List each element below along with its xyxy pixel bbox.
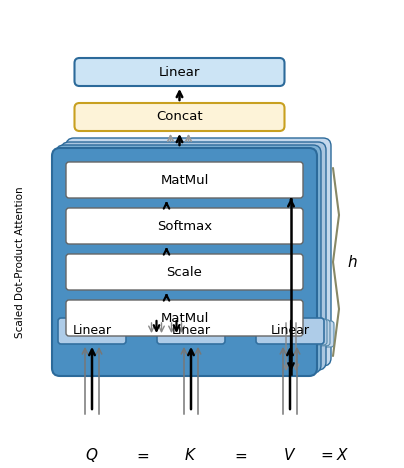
FancyBboxPatch shape bbox=[66, 300, 303, 336]
FancyBboxPatch shape bbox=[157, 318, 225, 344]
Text: Linear: Linear bbox=[172, 324, 210, 337]
FancyBboxPatch shape bbox=[74, 58, 284, 86]
Text: MatMul: MatMul bbox=[160, 312, 209, 324]
FancyBboxPatch shape bbox=[262, 320, 330, 346]
FancyBboxPatch shape bbox=[61, 142, 326, 370]
FancyBboxPatch shape bbox=[160, 319, 228, 345]
Text: $\mathit{h}$: $\mathit{h}$ bbox=[347, 254, 358, 270]
FancyBboxPatch shape bbox=[58, 318, 126, 344]
Text: Concat: Concat bbox=[156, 110, 203, 124]
FancyBboxPatch shape bbox=[74, 103, 284, 131]
FancyBboxPatch shape bbox=[61, 319, 129, 345]
FancyBboxPatch shape bbox=[68, 321, 136, 347]
Text: $= \mathit{X}$: $= \mathit{X}$ bbox=[318, 447, 350, 463]
FancyBboxPatch shape bbox=[167, 321, 235, 347]
Text: Linear: Linear bbox=[271, 324, 309, 337]
FancyBboxPatch shape bbox=[66, 208, 303, 244]
Text: $\mathit{V}$: $\mathit{V}$ bbox=[283, 447, 297, 463]
FancyBboxPatch shape bbox=[66, 254, 303, 290]
FancyBboxPatch shape bbox=[266, 321, 334, 347]
FancyBboxPatch shape bbox=[66, 162, 303, 198]
Text: $\mathit{Q}$: $\mathit{Q}$ bbox=[85, 446, 99, 464]
Text: $\mathit{K}$: $\mathit{K}$ bbox=[185, 447, 198, 463]
FancyBboxPatch shape bbox=[64, 320, 132, 346]
Text: MatMul: MatMul bbox=[160, 174, 209, 187]
Text: Scaled Dot-Product Attention: Scaled Dot-Product Attention bbox=[15, 186, 25, 338]
Text: $=$: $=$ bbox=[232, 447, 248, 462]
Text: Scale: Scale bbox=[166, 265, 202, 278]
FancyBboxPatch shape bbox=[259, 319, 327, 345]
FancyBboxPatch shape bbox=[66, 138, 331, 366]
FancyBboxPatch shape bbox=[52, 148, 317, 376]
FancyBboxPatch shape bbox=[163, 320, 231, 346]
FancyBboxPatch shape bbox=[256, 318, 324, 344]
Text: Linear: Linear bbox=[159, 66, 200, 79]
FancyBboxPatch shape bbox=[56, 145, 321, 373]
Text: Softmax: Softmax bbox=[157, 219, 212, 233]
Text: Linear: Linear bbox=[72, 324, 112, 337]
Text: $=$: $=$ bbox=[134, 447, 150, 462]
